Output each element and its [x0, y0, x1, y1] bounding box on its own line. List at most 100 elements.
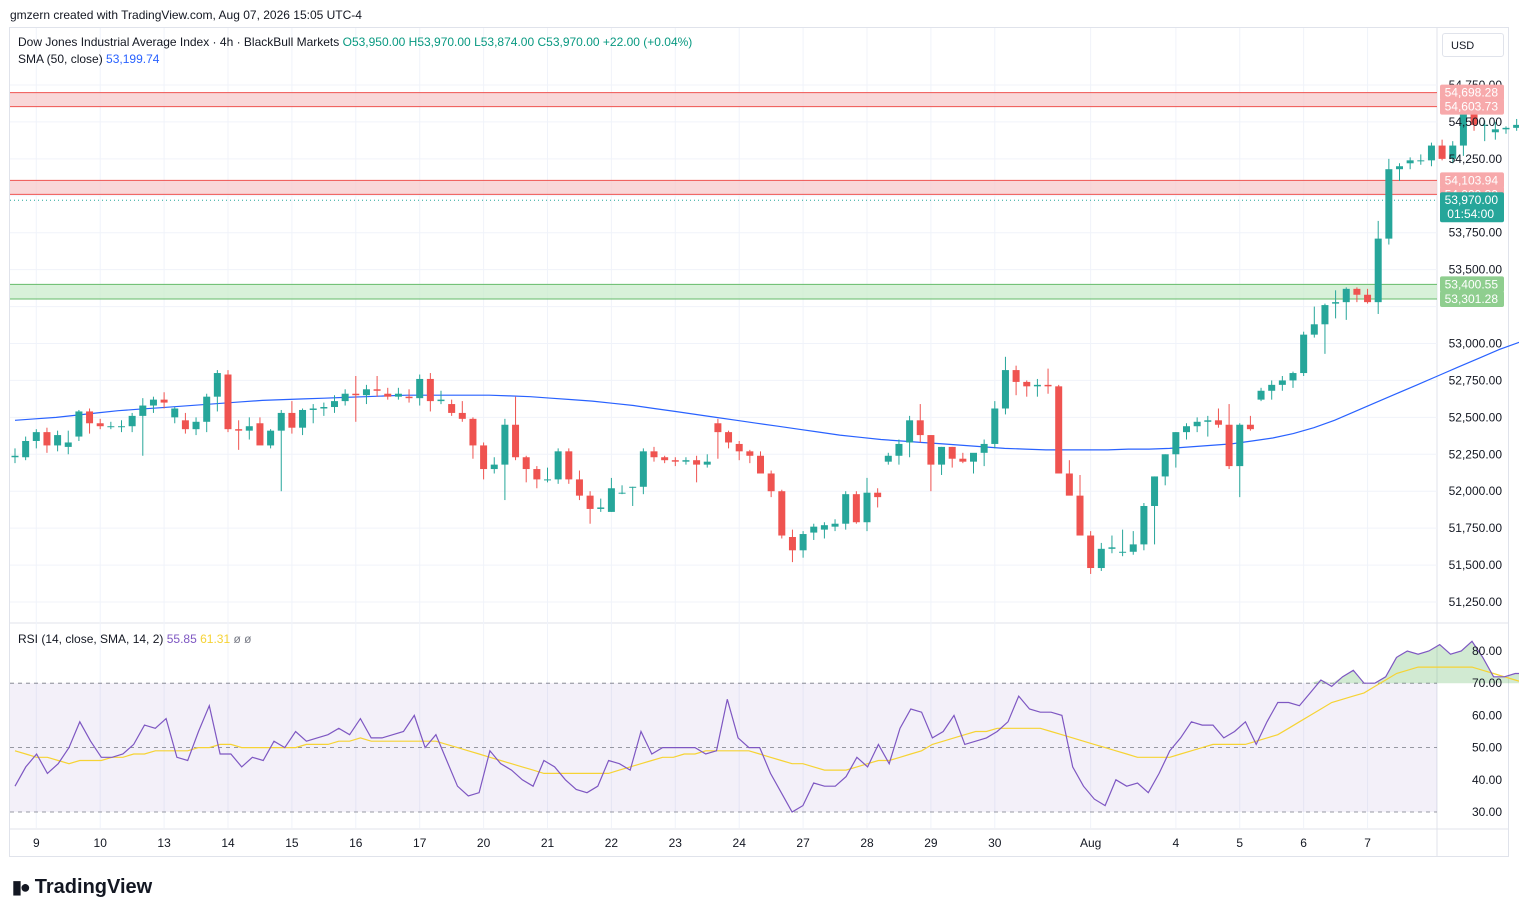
price-tick-label: 52,750.00: [1449, 373, 1503, 387]
candle-body: [970, 452, 977, 462]
candle-body: [1300, 334, 1308, 374]
support-top-price-label-bg: [1440, 276, 1504, 293]
candle-body: [1151, 476, 1159, 506]
resistance-top-price-label-bg: [1440, 84, 1504, 101]
resistance-top-price-label-bg: [1440, 172, 1504, 189]
candle: [309, 404, 317, 424]
candle-body: [480, 445, 488, 470]
time-tick-label: 21: [541, 836, 555, 850]
candle-body: [906, 420, 914, 443]
candle-body: [948, 446, 956, 459]
candle: [895, 439, 903, 465]
candle-body: [501, 424, 509, 465]
support-zone: [10, 284, 1437, 299]
candle-body: [320, 407, 328, 409]
candle: [139, 398, 147, 456]
candle-body: [916, 420, 924, 436]
candle: [1481, 120, 1489, 142]
candle-body: [597, 507, 605, 509]
rsi-value: 55.85: [166, 632, 197, 646]
candle-body: [842, 494, 850, 524]
candle-body: [1353, 288, 1361, 295]
candle: [96, 418, 104, 430]
time-axis: 9 10 13 14 15 16 17 20 21 22 23 24 27 28 29 30 Aug 4 5 6 7: [33, 836, 1371, 850]
candle: [1321, 303, 1329, 354]
time-tick-label: 29: [924, 836, 938, 850]
time-tick-label: 24: [733, 836, 747, 850]
tradingview-logo: ▮● TradingView: [12, 876, 152, 899]
rsi-tick-label: 80.00: [1472, 644, 1502, 658]
candle: [416, 374, 424, 406]
candle-body: [788, 537, 796, 551]
candle: [1033, 378, 1041, 397]
candle-body: [554, 451, 562, 480]
price-tick-label: 52,250.00: [1449, 447, 1503, 461]
candle-body: [693, 460, 701, 465]
price-grid: [10, 84, 1437, 603]
candle: [1044, 368, 1052, 394]
candle: [437, 390, 445, 405]
time-tick-label: 16: [349, 836, 363, 850]
rsi-line: [14, 640, 1519, 813]
candle-body: [171, 408, 179, 418]
candle-body: [1129, 544, 1137, 552]
candle-body: [96, 423, 104, 427]
candle-body: [767, 473, 775, 492]
candle-body: [107, 426, 115, 428]
candle: [267, 429, 275, 449]
candle-body: [128, 415, 136, 427]
candle: [256, 417, 264, 446]
candle-body: [831, 523, 839, 527]
candle: [405, 389, 413, 403]
candle-body: [192, 421, 200, 430]
candle: [480, 442, 488, 480]
candle: [86, 408, 94, 434]
candle: [373, 375, 381, 397]
candle: [11, 448, 19, 464]
candle: [203, 393, 211, 433]
candle-body: [1459, 92, 1467, 146]
candle: [1513, 118, 1519, 131]
candle: [448, 399, 456, 416]
candle-body: [1364, 294, 1372, 303]
candle-body: [118, 426, 125, 428]
candle: [927, 435, 935, 492]
candle-body: [1214, 420, 1222, 425]
sma-label: SMA (50, close): [18, 52, 103, 66]
rsi-tick-label: 30.00: [1472, 805, 1502, 819]
candle: [639, 448, 647, 495]
rsi-extra-1: ø: [233, 632, 241, 646]
time-tick-label: 27: [796, 836, 810, 850]
candle: [352, 375, 360, 422]
candle: [1268, 380, 1276, 400]
candle: [1417, 154, 1425, 165]
currency-selector[interactable]: USD: [1442, 33, 1504, 57]
candle-body: [778, 491, 786, 536]
candle: [299, 408, 307, 436]
candle-body: [288, 412, 296, 428]
candle: [469, 417, 477, 459]
candle: [1151, 476, 1159, 545]
candle: [1278, 375, 1286, 391]
candle-body: [139, 405, 147, 416]
time-tick-label: 13: [157, 836, 171, 850]
candle: [938, 446, 946, 475]
candle-body: [277, 412, 285, 431]
candle-body: [1342, 288, 1350, 303]
candle-body: [1278, 380, 1286, 385]
rsi-ma-value: 61.31: [200, 632, 231, 646]
legend-close: C53,970.00: [537, 35, 600, 49]
rsi-extra-2: ø: [244, 632, 252, 646]
candle: [1183, 423, 1190, 440]
candle: [1289, 371, 1297, 388]
support-bottom-price-label-bg: [1440, 290, 1504, 307]
candle-body: [820, 525, 828, 530]
candle-body: [682, 460, 690, 462]
candle-body: [1108, 547, 1116, 549]
candle: [1065, 460, 1073, 496]
candle: [980, 439, 988, 467]
candle-body: [512, 424, 520, 458]
candle: [565, 448, 573, 484]
price-tick-label: 51,500.00: [1449, 558, 1503, 572]
